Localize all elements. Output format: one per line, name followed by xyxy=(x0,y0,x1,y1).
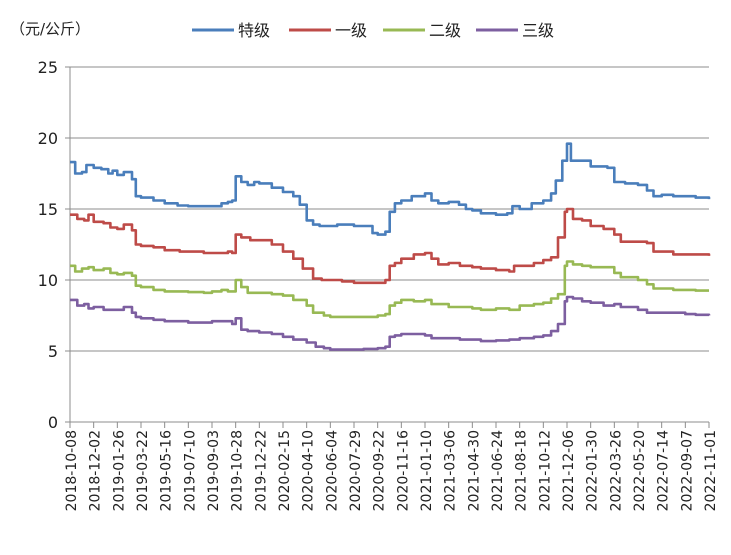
legend-label-3: 二级 xyxy=(429,21,461,40)
x-tick-label: 2019-05-16 xyxy=(159,430,175,511)
y-tick-label: 10 xyxy=(38,271,58,290)
x-tick-label: 2020-09-22 xyxy=(372,430,388,511)
x-tick-label: 2020-06-04 xyxy=(324,430,340,511)
x-tick-label: 2019-03-22 xyxy=(135,430,151,511)
x-tick-label: 2018-10-08 xyxy=(64,430,80,511)
x-tick-label: 2019-09-03 xyxy=(206,430,222,511)
x-tick-label: 2018-12-02 xyxy=(88,430,104,511)
y-tick-label: 5 xyxy=(48,342,58,361)
x-tick-label: 2020-04-10 xyxy=(301,430,317,511)
x-tick-label: 2022-09-07 xyxy=(679,430,695,511)
series-line-4 xyxy=(70,295,711,351)
x-tick-label: 2021-04-30 xyxy=(466,430,482,511)
series-lines xyxy=(70,142,711,351)
axes: 0 5 10 15 20 25 2018-10-08 2018-12-02 2019-01-26… xyxy=(38,58,719,511)
y-tick-label: 20 xyxy=(38,129,58,148)
series-line-3 xyxy=(70,260,709,319)
legend-label-2: 一级 xyxy=(335,21,367,40)
x-tick-label: 2022-03-26 xyxy=(608,430,624,511)
x-tick-label: 2021-06-24 xyxy=(490,430,506,511)
legend: 特级 一级 二级 三级 xyxy=(192,21,554,40)
x-tick-label: 2022-07-14 xyxy=(656,430,672,511)
y-tick-label: 15 xyxy=(38,200,58,219)
x-tick-label: 2021-03-06 xyxy=(443,430,459,511)
y-tick-label: 25 xyxy=(38,58,58,77)
x-tick-label: 2020-11-16 xyxy=(395,430,411,511)
series-line-1 xyxy=(70,142,711,236)
legend-label-1: 特级 xyxy=(238,21,270,40)
x-tick-label: 2021-01-10 xyxy=(419,430,435,511)
x-tick-label: 2019-12-22 xyxy=(253,430,269,511)
series-line-2 xyxy=(70,207,711,285)
x-tick-label: 2019-01-26 xyxy=(111,430,127,511)
legend-label-4: 三级 xyxy=(522,21,554,40)
x-tick-label: 2022-11-01 xyxy=(703,430,719,511)
x-tick-label: 2020-07-29 xyxy=(348,430,364,511)
x-tick-label: 2020-02-15 xyxy=(277,430,293,511)
x-tick-label: 2021-12-06 xyxy=(561,430,577,511)
y-tick-label: 0 xyxy=(48,413,58,432)
x-tick-label: 2022-01-30 xyxy=(585,430,601,511)
x-tick-label: 2019-10-28 xyxy=(230,430,246,511)
x-tick-label: 2021-08-18 xyxy=(514,430,530,511)
x-tick-label: 2019-07-10 xyxy=(182,430,198,511)
y-unit-label: （元/公斤） xyxy=(10,20,90,38)
x-tick-label: 2022-05-20 xyxy=(632,430,648,511)
x-tick-label: 2021-10-12 xyxy=(537,430,553,511)
